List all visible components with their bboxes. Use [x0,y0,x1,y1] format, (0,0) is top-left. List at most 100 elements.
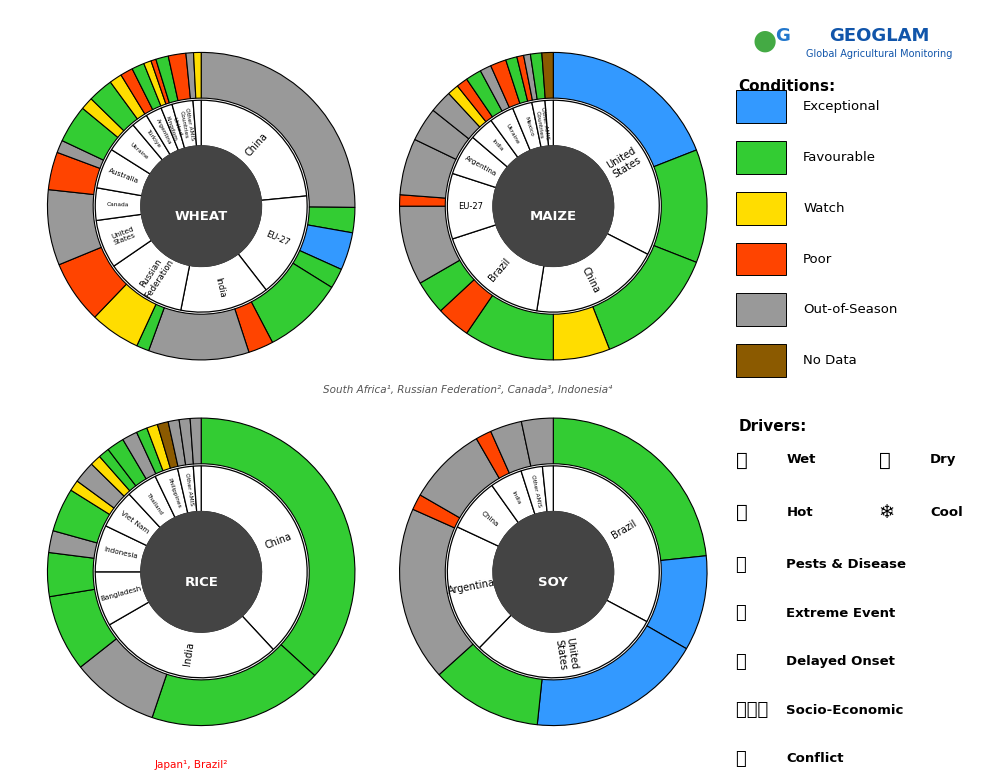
Text: Philippines: Philippines [166,478,181,509]
Wedge shape [77,464,124,508]
Wedge shape [545,100,553,146]
Text: Out-of-Season: Out-of-Season [803,303,897,317]
Wedge shape [293,251,341,287]
Wedge shape [48,152,100,194]
Wedge shape [467,71,502,117]
Wedge shape [449,86,486,127]
Wedge shape [553,307,610,360]
Wedge shape [553,100,659,254]
Wedge shape [155,468,188,517]
Wedge shape [553,418,706,560]
Wedge shape [523,54,537,100]
Wedge shape [434,93,480,138]
Wedge shape [537,233,648,312]
Text: Ukraine: Ukraine [129,142,149,161]
Wedge shape [132,64,161,110]
Bar [735,293,787,326]
Text: United
Kingdom: United Kingdom [165,114,183,142]
Wedge shape [106,494,160,545]
Text: 🌧: 🌧 [735,450,747,469]
Wedge shape [308,207,355,233]
Text: Argentina: Argentina [155,118,173,145]
Wedge shape [179,419,193,465]
Text: Brazil: Brazil [487,256,512,283]
Wedge shape [152,645,315,726]
Wedge shape [186,53,196,99]
Wedge shape [477,431,509,478]
Text: No Data: No Data [803,354,857,367]
Text: Argentina: Argentina [447,577,496,596]
Wedge shape [181,254,267,312]
Bar [735,243,787,275]
Wedge shape [92,457,130,496]
Text: United
States: United States [553,636,579,671]
Wedge shape [521,467,547,514]
Wedge shape [521,418,553,466]
Wedge shape [121,68,153,114]
Wedge shape [201,52,355,208]
Text: Other AMIS: Other AMIS [184,473,194,506]
Wedge shape [238,196,307,290]
Wedge shape [147,108,178,155]
Text: Delayed Onset: Delayed Onset [787,655,895,668]
Wedge shape [193,52,201,98]
Text: India: India [490,138,504,152]
Wedge shape [168,419,186,466]
Wedge shape [80,639,167,717]
Bar [735,90,787,123]
Wedge shape [112,125,163,174]
Wedge shape [448,527,511,648]
Wedge shape [48,531,98,558]
Text: SOY: SOY [538,576,568,589]
Wedge shape [517,55,532,101]
Text: Argentina: Argentina [464,154,498,177]
Wedge shape [151,59,169,104]
Wedge shape [201,100,307,201]
Text: Socio-Economic: Socio-Economic [787,703,903,717]
Wedge shape [147,425,170,471]
Text: Drivers:: Drivers: [738,419,807,434]
Text: India: India [182,641,195,667]
Text: China: China [480,510,499,527]
Wedge shape [57,141,104,168]
Wedge shape [161,104,184,150]
Wedge shape [97,214,152,266]
Text: 🌀: 🌀 [735,604,746,622]
Wedge shape [412,495,460,528]
Text: United
States: United States [605,145,644,180]
Text: Other AMIS
Countries: Other AMIS Countries [534,107,549,141]
Wedge shape [193,100,201,146]
Text: Pests & Disease: Pests & Disease [787,558,906,571]
Wedge shape [96,572,149,625]
Text: Extreme Event: Extreme Event [787,607,895,619]
Wedge shape [96,187,142,220]
Text: EU-27: EU-27 [265,230,291,248]
Text: Indonesia: Indonesia [103,547,138,560]
Wedge shape [252,263,332,342]
Wedge shape [129,476,175,527]
Text: Poor: Poor [803,253,832,265]
Wedge shape [441,279,493,333]
Wedge shape [458,485,518,546]
Wedge shape [542,52,553,99]
Wedge shape [172,100,196,149]
Wedge shape [95,284,156,345]
Wedge shape [47,552,95,597]
Wedge shape [399,206,460,283]
Wedge shape [49,589,117,667]
Circle shape [141,512,262,632]
Text: India: India [511,490,521,505]
Wedge shape [532,100,548,147]
Wedge shape [537,626,686,726]
Wedge shape [137,304,164,351]
Text: Cool: Cool [930,506,963,519]
Wedge shape [133,115,170,160]
Text: China: China [243,131,271,159]
Text: ●: ● [752,26,777,54]
Wedge shape [400,139,456,198]
Wedge shape [458,79,493,121]
Wedge shape [96,526,147,572]
Wedge shape [110,602,274,678]
Bar [735,192,787,225]
Text: G: G [775,26,790,45]
